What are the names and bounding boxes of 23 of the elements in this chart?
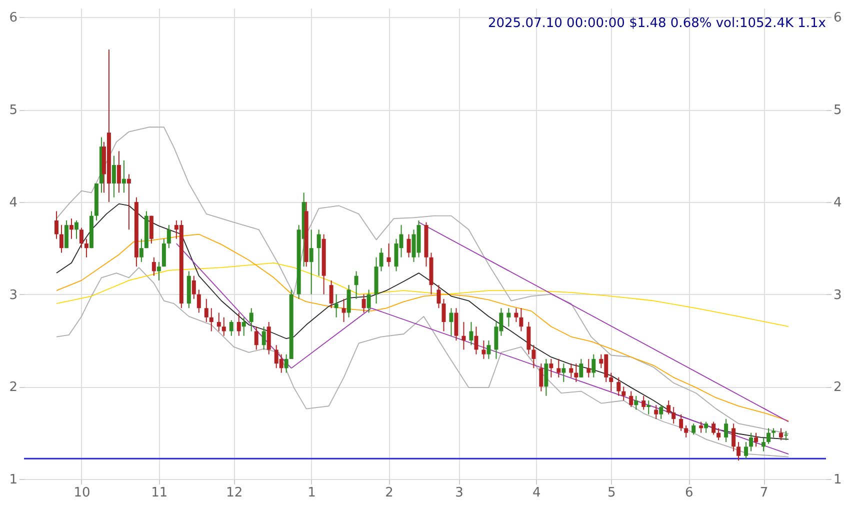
y2-tick-label: 2 [834,380,842,396]
y2-tick-label: 1 [834,472,842,488]
y-tick-label: 5 [9,103,18,118]
x-tick-label: 4 [532,486,541,500]
y-tick-label: 1 [9,472,18,488]
x-tick-label: 2 [385,486,394,500]
y2-tick-label: 4 [834,195,842,210]
y2-tick-label: 6 [834,10,842,26]
y2-tick-label: 5 [834,103,842,118]
x-tick-label: 12 [226,486,243,500]
y-tick-label: 4 [9,195,18,210]
x-tick-label: 10 [74,486,90,500]
x-tick-label: 5 [607,486,616,500]
x-tick-label: 11 [151,486,168,500]
y-tick-label: 3 [9,288,18,303]
y2-tick-label: 3 [834,288,842,303]
x-tick-label: 1 [308,486,316,500]
x-tick-label: 6 [684,486,694,500]
x-tick-label: 7 [760,486,768,500]
y-tick-label: 2 [9,380,18,396]
x-tick-label: 3 [455,486,464,500]
text: 2025.07.10 00:00:00 $1.48 0.68% vol:1052.4K 1.1x [488,16,826,31]
y-tick-label: 6 [9,10,18,26]
